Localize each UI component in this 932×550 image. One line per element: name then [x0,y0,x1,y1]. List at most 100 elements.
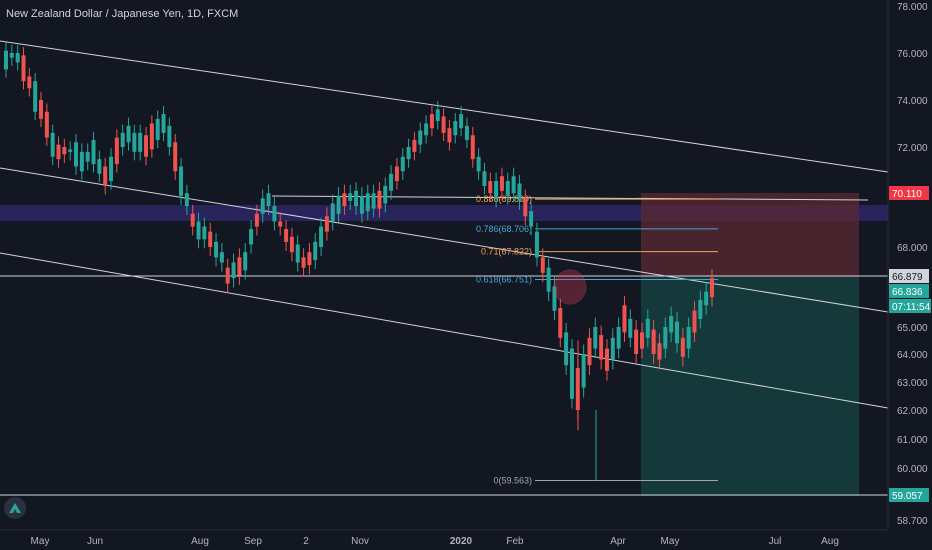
fib-level-label: 0(59.563) [493,476,532,486]
candle-body [307,252,312,266]
candle-body [639,332,644,349]
candle-body [219,252,224,263]
x-tick-label: Sep [244,536,262,547]
channel-middle-line[interactable] [0,167,889,313]
price-tag-label: 59.057 [892,491,923,502]
price-scale[interactable] [888,0,932,530]
candle-body [243,252,248,271]
candle-body [266,193,271,207]
candle-body [144,135,149,157]
candle-body [202,226,207,240]
x-tick-label: Nov [351,536,369,547]
candle-body [634,329,639,354]
candle-body [354,190,359,207]
candle-body [581,354,586,388]
candle-body [680,337,685,357]
candle-body [459,114,464,129]
candle-body [237,257,242,276]
y-axis-ticks: 78.000 76.000 74.000 72.000 68.000 65.000 64.0… [897,2,928,527]
candle-body [114,137,119,165]
x-tick-label: 2020 [450,536,473,547]
candle-body [698,299,703,319]
candle-body [33,81,38,112]
candle-body [301,257,306,268]
time-scale[interactable] [0,530,888,550]
candle-body [488,181,493,194]
candle-body [470,135,475,160]
channel-upper-line[interactable] [0,40,889,173]
tradingview-logo-icon[interactable] [4,497,26,519]
candle-body [272,206,277,222]
candle-body [103,166,108,186]
x-tick-label: Aug [191,536,209,547]
x-tick-label: May [661,536,680,547]
candle-body [622,305,627,333]
candle-body [406,147,411,160]
candle-body [383,185,388,204]
candle-body [231,262,236,279]
candle-body [196,221,201,240]
candle-body [39,100,44,119]
candle-body [377,190,382,209]
x-axis-ticks: May Jun Aug Sep 2 Nov 2020 Feb Apr May Jul Aug [31,536,839,547]
candle-body [109,156,114,182]
price-tag [889,284,929,298]
y-tick-label: 63.000 [897,378,928,389]
candle-body [249,229,254,245]
fib-level-label: 0.618(66.751) [476,274,532,284]
candle-body [4,50,8,70]
candle-body [254,213,259,227]
candle-body [348,193,353,201]
channel-lower-line[interactable] [0,252,889,409]
candle-body [587,337,592,366]
candle-body [710,278,714,298]
candle-body [149,123,154,150]
resistance-line[interactable] [271,195,869,201]
candle-body [371,193,376,209]
candle-body [412,139,417,152]
candle-body [546,267,551,292]
y-tick-label: 76.000 [897,49,928,60]
price-tag-label: 66.836 [892,287,923,298]
candle-body [208,231,213,247]
candle-body [569,348,574,399]
candle-body [50,132,55,157]
candle-body [365,193,370,212]
x-tick-label: 2 [303,536,309,547]
y-tick-label: 78.000 [897,2,928,13]
candle-body [184,193,189,207]
candle-body [27,76,32,89]
candle-body [511,176,516,194]
y-tick-label: 68.000 [897,243,928,254]
candle-body [336,195,341,214]
candle-body [179,166,184,196]
candle-body [85,151,90,162]
candle-body [593,327,598,349]
candle-body [628,318,633,338]
candle-body [173,142,178,172]
fib-retracement[interactable]: 0.886(69.869) 0.786(68.706) 0.71(67.822) 0.… [476,194,718,486]
y-tick-label: 64.000 [897,350,928,361]
candle-body [260,198,265,214]
candle-body [15,53,20,63]
candle-body [74,142,79,167]
price-tag [889,488,929,502]
candle-body [435,109,440,122]
candle-body [558,308,563,338]
price-tag-label: 07:11:54 [892,302,931,313]
candle-body [476,156,481,172]
y-tick-label: 65.000 [897,323,928,334]
candle-body [324,216,329,232]
candle-body [389,173,394,191]
candle-body [120,132,125,147]
price-tag [889,269,929,283]
y-tick-label: 58.700 [897,516,928,527]
candle-body [214,241,219,258]
candle-body [342,193,347,207]
candle-body [499,176,504,191]
candle-body [704,291,709,306]
price-tag-label: 66.879 [892,272,923,283]
candle-body [289,236,294,253]
candle-body [79,151,84,172]
